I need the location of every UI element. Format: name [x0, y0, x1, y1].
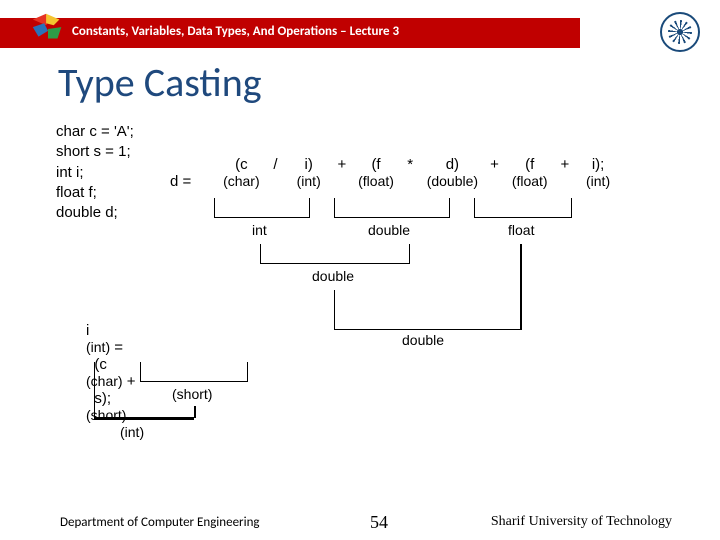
tok: (f — [525, 156, 534, 173]
tok: (c — [235, 156, 248, 173]
tok: i); — [592, 156, 605, 173]
bracket — [260, 244, 410, 264]
declarations-block: char c = 'A'; short s = 1; int i; float … — [56, 122, 134, 223]
decl-line: float f; — [56, 183, 134, 203]
tok: * — [407, 156, 413, 173]
tok: i) — [305, 156, 313, 173]
university-seal-icon — [660, 12, 700, 52]
tok: d) — [446, 156, 459, 173]
group-label: float — [508, 222, 534, 238]
lhs: d = — [170, 173, 206, 190]
bracket-vline — [520, 244, 522, 330]
bracket — [334, 290, 522, 330]
type-ann: (int) — [297, 173, 321, 189]
group-label: int — [252, 222, 267, 238]
group-label: double — [368, 222, 410, 238]
footer-dept: Department of Computer Engineering — [60, 515, 260, 530]
tok: = — [114, 339, 123, 356]
type-ann: (float) — [512, 173, 548, 189]
bracket — [94, 362, 194, 418]
type-ann: (int) — [86, 339, 110, 355]
tok: / — [273, 156, 277, 173]
expression-1: d = (c (char) / i) (int) + (f (float) * … — [170, 156, 616, 190]
bracket — [214, 198, 310, 218]
tok: i — [86, 322, 89, 339]
slide-title: Type Casting — [58, 58, 262, 107]
footer-university: Sharif University of Technology — [491, 514, 672, 530]
type-ann: (float) — [358, 173, 394, 189]
bracket — [334, 198, 450, 218]
decl-line: int i; — [56, 163, 134, 183]
puzzle-logo-icon — [28, 10, 68, 48]
type-ann: (char) — [223, 173, 260, 189]
type-ann: (double) — [427, 173, 478, 189]
type-ann: (int) — [586, 173, 610, 189]
tok: + — [337, 156, 346, 173]
header-title: Constants, Variables, Data Types, And Op… — [72, 24, 399, 39]
bracket — [474, 198, 572, 218]
bracket-vline — [194, 406, 196, 418]
decl-line: short s = 1; — [56, 142, 134, 162]
bracket — [334, 290, 335, 330]
group-label: (int) — [120, 424, 144, 440]
bracket-hline — [94, 418, 194, 420]
tok: + — [490, 156, 499, 173]
tok: + — [561, 156, 570, 173]
combine-label: double — [402, 332, 444, 348]
tok: (f — [371, 156, 380, 173]
combine-label: double — [312, 268, 354, 284]
decl-line: char c = 'A'; — [56, 122, 134, 142]
decl-line: double d; — [56, 203, 134, 223]
page-number: 54 — [370, 512, 388, 533]
header-bar: Constants, Variables, Data Types, And Op… — [0, 18, 720, 48]
